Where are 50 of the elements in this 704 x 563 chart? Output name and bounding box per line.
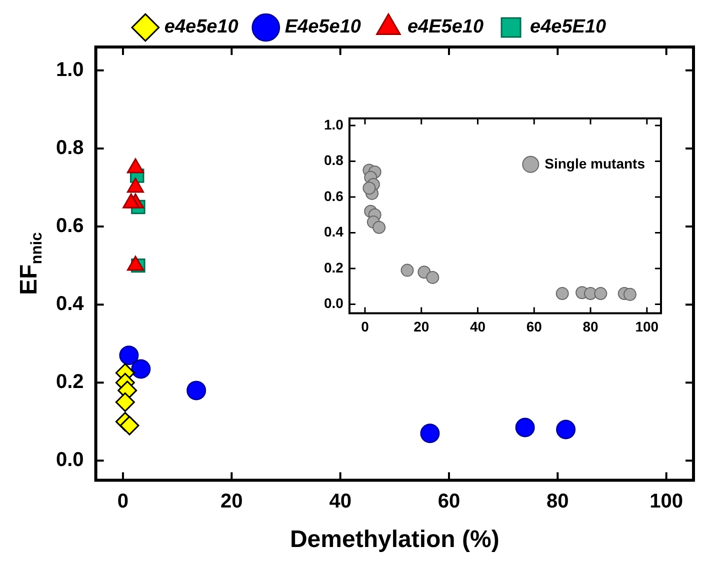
point: [186, 380, 206, 400]
point: [362, 182, 376, 195]
y-tick-label: 0.4: [56, 293, 85, 316]
y-tick-label: 0.0: [324, 295, 344, 312]
legend-label: e4E5e10: [407, 16, 484, 38]
point: [131, 359, 151, 379]
point: [426, 270, 440, 284]
y-tick-label: 0.8: [56, 136, 84, 159]
y-tick-label: 1.0: [324, 116, 344, 132]
legend-label: E4e5e10: [284, 16, 362, 38]
x-tick-label: 80: [546, 490, 569, 513]
y-tick-label: 0.6: [56, 215, 84, 238]
point: [122, 193, 140, 208]
x-tick-label: 60: [526, 318, 542, 334]
point: [372, 220, 386, 234]
x-tick-label: 100: [650, 490, 684, 513]
x-tick-label: 80: [582, 318, 599, 334]
y-tick-label: 0.4: [324, 224, 344, 240]
point: [126, 256, 144, 271]
x-tick-label: 20: [220, 490, 243, 513]
y-tick-label: 0.6: [324, 188, 344, 204]
y-tick-label: 0.0: [56, 449, 84, 472]
x-tick-label: 40: [470, 318, 486, 334]
point: [556, 420, 576, 440]
y-tick-label: 0.8: [324, 152, 344, 168]
point: [556, 287, 569, 300]
point: [594, 287, 608, 300]
point: [120, 416, 140, 436]
y-tick-label: 0.2: [324, 259, 344, 276]
y-axis-title: EFnnic: [16, 232, 46, 295]
x-tick-label: 0: [117, 490, 129, 513]
point: [623, 288, 636, 301]
x-tick-label: 40: [329, 490, 352, 513]
point: [126, 158, 144, 174]
legend-label: e4e5e10: [164, 16, 239, 38]
x-tick-label: 0: [361, 318, 370, 334]
x-tick-label: 20: [414, 318, 430, 334]
point: [515, 418, 535, 438]
legend-label: Single mutants: [544, 155, 646, 172]
x-tick-label: 100: [635, 318, 659, 334]
point: [126, 178, 144, 193]
point: [119, 346, 139, 366]
point: [115, 392, 135, 412]
legend-label: e4e5E10: [530, 16, 607, 38]
point: [420, 424, 440, 444]
point: [400, 264, 414, 277]
y-tick-label: 0.2: [56, 371, 84, 394]
x-axis-title: Demethylation (%): [290, 526, 500, 554]
x-tick-label: 60: [438, 490, 460, 513]
y-tick-label: 1.0: [56, 58, 84, 81]
